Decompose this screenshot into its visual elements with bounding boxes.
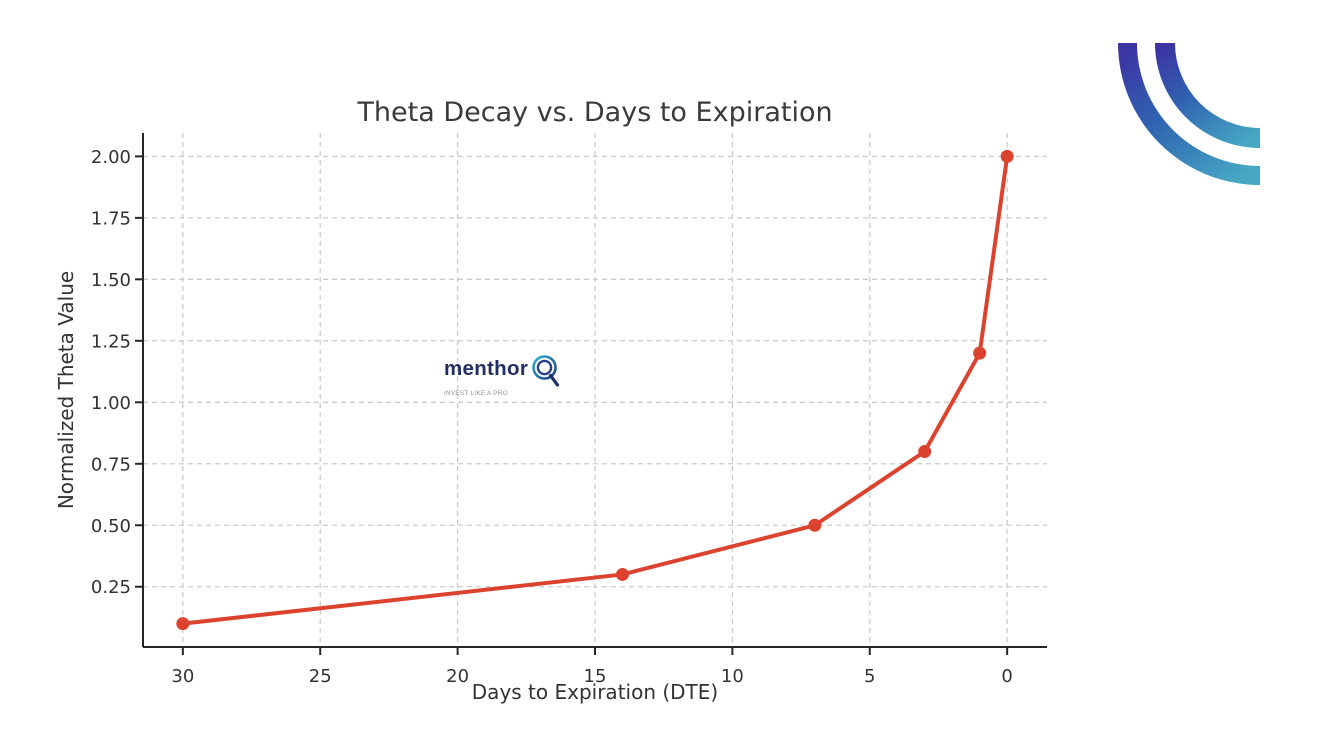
menthorq-logo-row: menthor: [444, 355, 594, 389]
x-tick-label: 20: [446, 666, 469, 687]
y-axis-label: Normalized Theta Value: [54, 271, 78, 509]
series-line: [176, 149, 1014, 631]
x-tick-label: 25: [309, 666, 332, 687]
axes: [135, 133, 1047, 655]
grid-lines: [143, 133, 1047, 647]
axis-labels: 30 25 20 15 10 5 0 0.25 0.50 0.75 1.00 1.25 1.50 1.75…: [54, 97, 1013, 704]
theta-decay-line: [180, 154, 1010, 626]
menthorq-watermark: menthor INVEST LIKE A PRO: [444, 355, 594, 397]
y-tick-label: 0.75: [91, 454, 131, 475]
chart-title: Theta Decay vs. Days to Expiration: [356, 97, 832, 128]
x-tick-label: 10: [721, 666, 744, 687]
outer-arc: [1118, 43, 1260, 185]
data-point-marker: [1000, 149, 1014, 163]
menthorq-brand-text: menthor: [444, 357, 529, 380]
data-point-marker: [615, 567, 629, 581]
x-tick-label: 0: [1001, 666, 1012, 687]
y-tick-label: 1.25: [91, 331, 131, 352]
y-tick-label: 1.00: [91, 393, 131, 414]
x-tick-label: 5: [864, 666, 875, 687]
data-point-marker: [176, 617, 190, 631]
x-axis-label: Days to Expiration (DTE): [472, 680, 718, 704]
y-tick-label: 1.50: [91, 270, 131, 291]
menthorq-q-icon: [532, 355, 560, 387]
x-tick-label: 15: [584, 666, 607, 687]
menthorq-tagline: INVEST LIKE A PRO: [444, 390, 508, 397]
y-tick-label: 2.00: [91, 147, 131, 168]
y-tick-label: 0.50: [91, 516, 131, 537]
y-tick-label: 1.75: [91, 208, 131, 229]
y-tick-label: 0.25: [91, 577, 131, 598]
x-tick-label: 30: [171, 666, 194, 687]
data-point-marker: [808, 518, 822, 532]
inner-arc: [1155, 43, 1260, 148]
corner-arcs-decoration: [1118, 43, 1260, 185]
data-point-marker: [973, 346, 987, 360]
data-point-marker: [918, 444, 932, 458]
